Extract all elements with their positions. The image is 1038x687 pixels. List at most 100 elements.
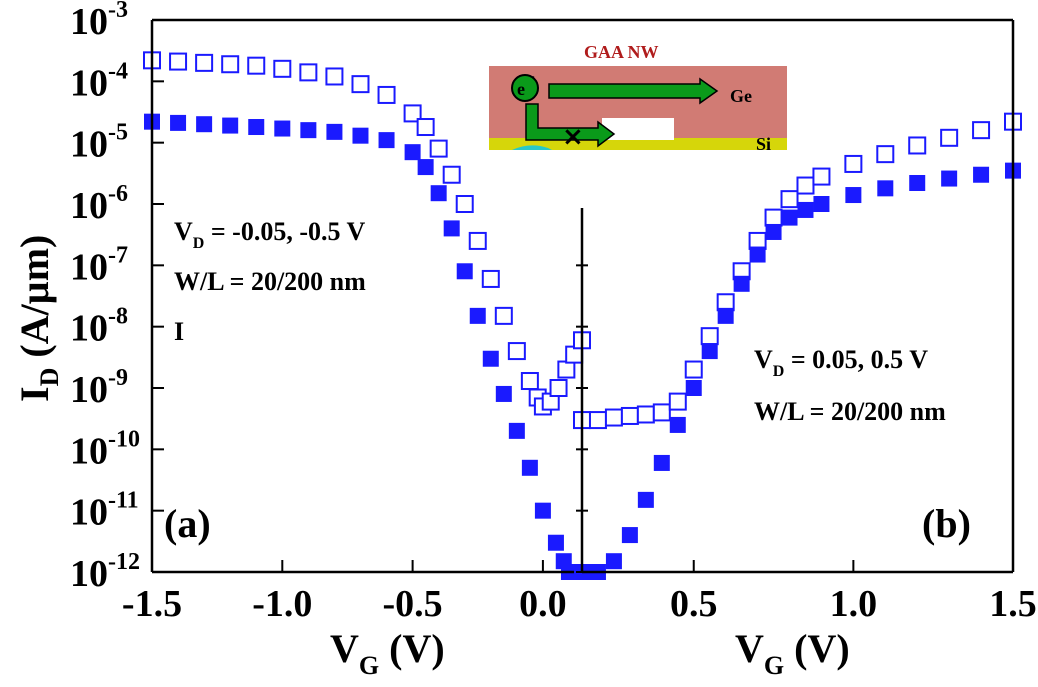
data-point [700,327,719,346]
data-point [973,166,990,183]
data-point [908,136,927,155]
data-point [940,128,959,147]
data-point [669,416,686,433]
data-point [716,293,735,312]
data-point [668,392,687,411]
data-point [300,122,317,139]
data-point [481,269,500,288]
panel-b: 0.5 1.0 1.5 VG (V) VD = 0.05, 0.5 V W/L = 20/… [573,18,1037,680]
data-point [482,350,499,367]
series-b-1 [574,162,1021,580]
data-point [765,223,782,240]
data-point [430,185,447,202]
x-tick-label: 0.5 [670,583,718,625]
si-label: Si [756,134,771,154]
y-tick-label: 10-9 [70,365,128,411]
data-point [248,119,265,136]
data-point [653,454,670,471]
data-point [845,187,862,204]
data-point [588,411,607,430]
data-point [455,195,474,213]
data-point [534,502,551,519]
annotation-a: VD = -0.05, -0.5 V [174,217,366,252]
data-point [429,139,448,158]
data-point [549,379,568,397]
y-tick-label: 10-3 [70,0,128,43]
data-point [352,127,369,144]
data-point [326,123,343,140]
si-arrow-icon [525,103,616,148]
data-point [605,553,622,570]
inset-si-layer [489,138,787,150]
data-point [764,208,783,227]
data-point [468,231,487,250]
data-point [547,534,564,551]
data-point [456,263,473,280]
annotation-a: I [174,317,184,346]
electron-charge: - [530,69,535,84]
data-point [378,132,395,149]
data-point [637,491,654,508]
x-tick-label: -0.5 [383,583,443,625]
data-point [273,59,292,78]
annotation-b: VD = 0.05, 0.5 V [754,345,928,380]
y-tick-label: 10-7 [70,242,128,288]
y-tick-label: 10-10 [70,426,140,472]
data-point [844,154,863,173]
x-tick-label: 1.0 [830,583,878,625]
data-point [169,52,188,71]
data-point [557,360,576,379]
data-point [604,408,623,427]
data-point [813,196,830,212]
x-tick-label: 0.0 [519,583,567,625]
data-point [443,220,460,237]
data-point [972,121,991,140]
data-point [876,145,895,164]
data-point [685,380,702,396]
data-point [494,306,513,325]
data-point [781,209,798,226]
x-tick-label: -1.5 [122,583,182,625]
data-point [621,527,638,544]
x-axis-title: VG (V) [330,626,445,680]
annotation-b: W/L = 20/200 nm [754,397,946,426]
data-point [377,85,396,104]
data-point [652,403,671,422]
inset-oxide-blob [512,145,552,150]
data-point [797,201,814,218]
data-point [222,117,239,134]
data-point [416,118,435,137]
data-point [684,360,703,379]
x-axis-title: VG (V) [735,626,850,680]
data-point [941,170,958,187]
data-point [507,342,526,361]
data-point [636,405,655,424]
data-point [521,459,538,476]
data-point [620,406,639,425]
series-b-0 [573,112,1022,430]
data-point [469,307,486,324]
data-point [221,55,240,74]
data-point [403,104,422,123]
data-point [780,190,799,209]
data-point [877,180,894,197]
data-point [170,114,187,131]
data-point [520,372,539,391]
data-point [796,176,815,195]
y-tick-label: 10-6 [70,181,128,227]
electron-label: e [517,79,525,99]
data-point [717,307,734,324]
y-tick-label: 10-4 [70,58,128,104]
data-point [195,53,214,72]
data-point [404,144,421,161]
data-point [247,56,266,75]
ge-label: Ge [730,86,752,106]
electron-icon [511,74,539,102]
data-point [733,275,750,292]
panel-tag-b: (b) [922,501,971,546]
x-tick-label: 1.5 [989,583,1037,625]
data-point [325,67,344,86]
data-point [351,75,370,94]
y-tick-label: 10-11 [70,488,139,534]
data-point [274,120,291,137]
